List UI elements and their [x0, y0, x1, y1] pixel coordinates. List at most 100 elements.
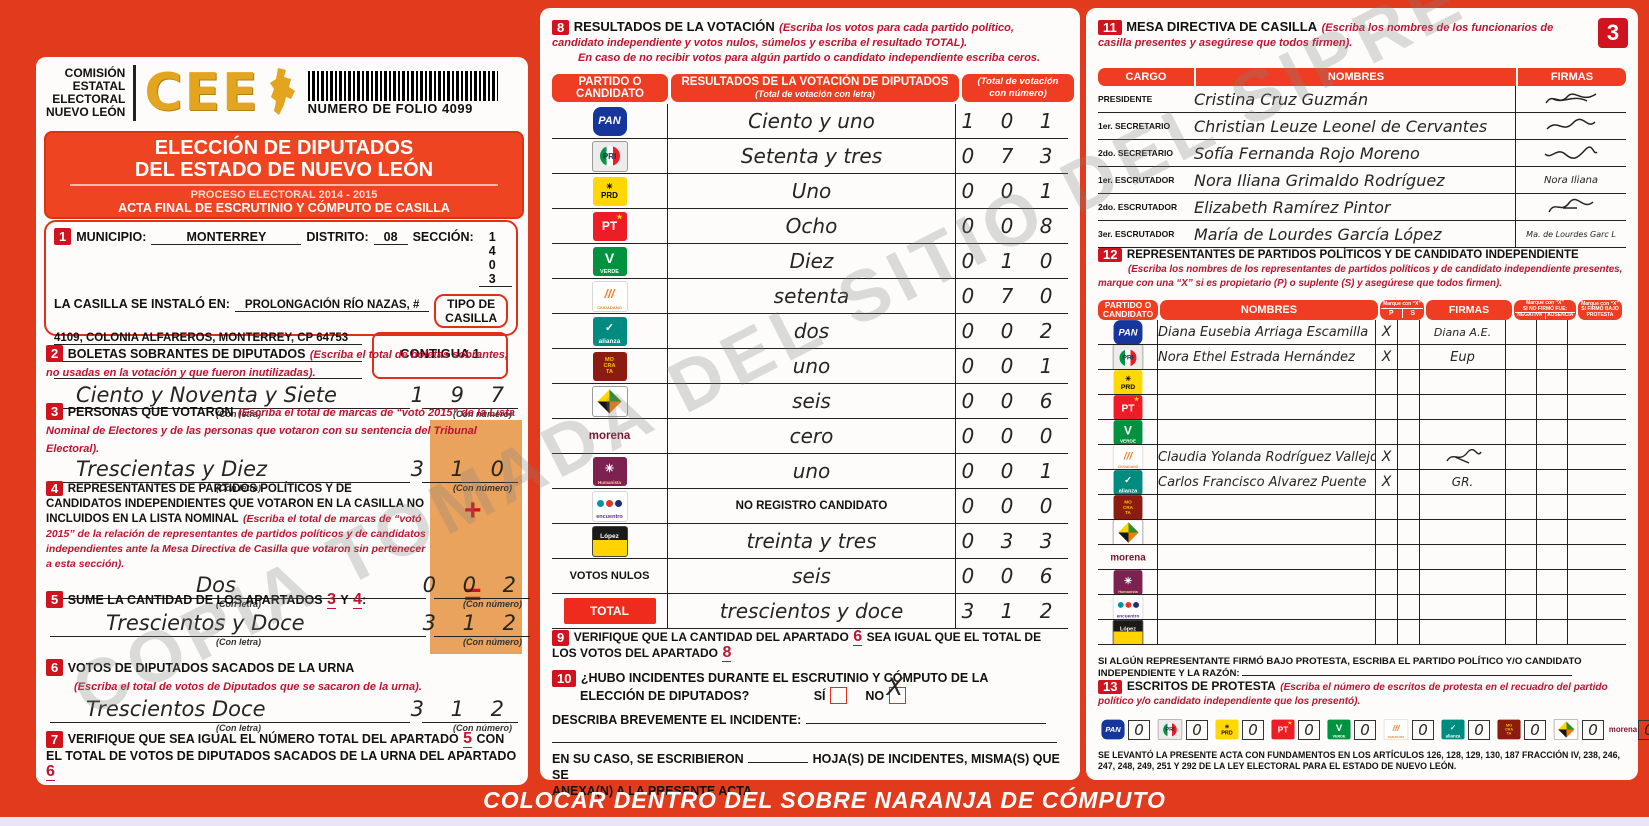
section-3-personas: 3 PERSONAS QUE VOTARON (Escriba el total…: [46, 403, 520, 495]
propietario-x: X: [1376, 470, 1398, 494]
si-checkbox: [829, 687, 847, 704]
section-3-badge: 3: [46, 403, 64, 420]
org-name: COMISIÓN ESTATAL ELECTORAL NUEVO LEÓN: [46, 66, 126, 119]
votos-nulos-label: VOTOS NULOS: [552, 559, 668, 593]
mesa-directiva-table: CARGO NOMBRES FIRMAS PRESIDENTE Cristina…: [1098, 68, 1626, 248]
party-logo-pt: [592, 211, 627, 241]
section-12-badge: 12: [1098, 248, 1123, 262]
suplente-x: [1398, 345, 1420, 369]
section-7-text2: CON EL TOTAL DE VOTOS DE DIPUTADOS SACAD…: [46, 732, 517, 763]
section-8-inst1: (Escriba los votos para cada partido pol…: [552, 22, 1014, 49]
protesta-text-1: SI ALGÚN REPRESENTANTE FIRMÓ BAJO PROTES…: [1098, 656, 1582, 667]
section-5-badge: 5: [46, 591, 64, 608]
representantes-table: PARTIDO O CANDIDATO NOMBRES Marque con “…: [1098, 300, 1626, 645]
rep-nombre: [1158, 520, 1376, 544]
votes-numero: 0 3 3: [961, 529, 1063, 553]
section-12-header: 12 REPRESENTANTES DE PARTIDOS POLÍTICOS …: [1098, 248, 1626, 290]
col-negativa: NEGATIVA: [1515, 313, 1546, 319]
protesta-count-prd: 0: [1210, 715, 1264, 744]
party-logo-encuentro-social: [591, 490, 628, 522]
protesta-count: 0: [1638, 719, 1649, 740]
protesta-count: 0: [1242, 719, 1264, 740]
acta-subtitle: ACTA FINAL DE ESCRUTINIO Y CÓMPUTO DE CA…: [118, 201, 450, 215]
party-logo-candidato-lopez: [591, 525, 628, 557]
section-7-text: VERIFIQUE QUE SEA IGUAL EL NÚMERO TOTAL …: [67, 732, 459, 746]
section-5-title: SUME LA CANTIDAD DE LOS APARTADOS: [67, 593, 323, 607]
col-letra-header: RESULTADOS DE LA VOTACIÓN DE DIPUTADOS (…: [671, 74, 959, 102]
votes-numero: 0 0 0: [961, 424, 1063, 448]
incidentes-question-1: ¿HUBO INCIDENTES DURANTE EL ESCRUTINIO Y…: [580, 671, 989, 685]
votes-numero: 0 0 2: [961, 319, 1063, 343]
section-3-title: PERSONAS QUE VOTARON: [67, 405, 234, 419]
propietario-x: X: [1376, 445, 1398, 469]
cargo-label: 1er. ESCRUTADOR: [1098, 175, 1175, 185]
rep-nombre: [1158, 370, 1376, 394]
section-3-letra: Trescientas y Diez: [76, 457, 268, 481]
protesta-count-morena: 0: [1606, 715, 1649, 744]
rep-nombre: [1158, 545, 1376, 569]
party-logo-democrata: [592, 351, 627, 381]
votes-numero: 0 7 3: [961, 144, 1063, 168]
votes-letra: Uno: [668, 174, 956, 208]
party-logo-morena: [593, 422, 627, 451]
party-logo-prd: [1113, 370, 1142, 394]
results-table-header: PARTIDO O CANDIDATO RESULTADOS DE LA VOT…: [552, 74, 1074, 102]
party-logo-prd: [1215, 719, 1239, 740]
party-logo-nueva-alianza: [592, 316, 627, 346]
col-party-header: PARTIDO O CANDIDATO: [552, 74, 668, 102]
col-bajo-protesta: Marque con “X” SI FIRMÓ BAJO PROTESTA: [1578, 300, 1622, 320]
section-9-badge: 9: [552, 630, 570, 646]
propietario-x: [1376, 570, 1398, 594]
encaso-text-2: HOJA(S) DE INCIDENTES, MISMA(S) QUE SE: [552, 752, 1060, 782]
table-row-pri: Setenta y tres 0 7 3: [552, 139, 1068, 174]
col-letra-title: RESULTADOS DE LA VOTACIÓN DE DIPUTADOS: [681, 76, 949, 88]
con-numero-caption: (Con número): [463, 637, 522, 647]
section-11-header: 11 MESA DIRECTIVA DE CASILLA (Escriba lo…: [1098, 20, 1588, 50]
mesa-table-header: CARGO NOMBRES FIRMAS: [1098, 68, 1626, 86]
legal-text: SE LEVANTÓ LA PRESENTE ACTA CON FUNDAMEN…: [1098, 750, 1620, 771]
votes-numero: 0 1 0: [961, 249, 1063, 273]
rep-row-pan: Diana Eusebia Arriaga Escamilla X Diana …: [1098, 320, 1626, 345]
mesa-row-1er-escrutador: 1er. ESCRUTADOR Nora Iliana Grimaldo Rod…: [1098, 167, 1626, 194]
section-3-numero: 3 1 0: [410, 457, 514, 481]
section-1-badge: 1: [54, 228, 72, 245]
no-label: NO: [865, 688, 885, 703]
section-8-header: 8 RESULTADOS DE LA VOTACIÓN (Escriba los…: [552, 20, 1068, 65]
funcionario-nombre: Elizabeth Ramírez Pintor: [1194, 194, 1516, 220]
con-letra-caption: (Con letra): [216, 599, 261, 609]
propietario-x: X: [1376, 345, 1398, 369]
results-table: PARTIDO O CANDIDATO RESULTADOS DE LA VOT…: [552, 74, 1074, 629]
votes-letra: seis: [668, 384, 956, 418]
scan-edge: [0, 817, 1649, 826]
table-row-verde: Diez 0 1 0: [552, 244, 1068, 279]
votes-letra: uno: [668, 349, 956, 383]
mesa-row-3er-escrutador: 3er. ESCRUTADOR María de Lourdes García …: [1098, 221, 1626, 248]
section-13-title: ESCRITOS DE PROTESTA: [1126, 679, 1276, 693]
section-2-badge: 2: [46, 345, 64, 362]
table-row-alianza: dos 0 0 2: [552, 314, 1068, 349]
direccion-blank1: [54, 345, 362, 362]
rep-row-encuentro: [1098, 595, 1626, 620]
party-logo-verde: [1113, 420, 1142, 444]
ref-5: 5: [463, 730, 473, 748]
section-8-title: RESULTADOS DE LA VOTACIÓN: [573, 19, 775, 34]
con-letra-caption: (Con letra): [216, 637, 261, 647]
section-2-inst: (Escriba el total de boletas sobrantes, …: [46, 349, 508, 379]
si-label: SÍ: [813, 688, 826, 703]
section-9-text: VERIFIQUE QUE LA CANTIDAD DEL APARTADO: [573, 630, 849, 644]
votes-numero: 0 7 0: [961, 284, 1063, 308]
col-firmas: FIRMAS: [1426, 300, 1512, 320]
votes-letra: seis: [668, 559, 956, 593]
con-letra-caption: (Con letra): [216, 409, 261, 419]
funcionario-nombre: María de Lourdes García López: [1194, 221, 1516, 247]
section-2-numero: 1 9 7: [410, 383, 514, 407]
section-5-y: Y: [340, 593, 349, 607]
section-13-inst: (Escriba el número de escritos de protes…: [1098, 682, 1608, 707]
rep-firma: GR.: [1420, 470, 1506, 494]
protesta-text-2: INDEPENDIENTE Y LA RAZÓN:: [1098, 668, 1240, 679]
signature-text: Nora Iliana: [1543, 174, 1599, 186]
section-4-representantes: 4 REPRESENTANTES DE PARTIDOS POLÍTICOS Y…: [46, 481, 530, 611]
signature-scribble: [1445, 449, 1482, 464]
votes-numero: 3 1 2: [961, 599, 1063, 623]
party-logo-humanista: [592, 456, 627, 486]
